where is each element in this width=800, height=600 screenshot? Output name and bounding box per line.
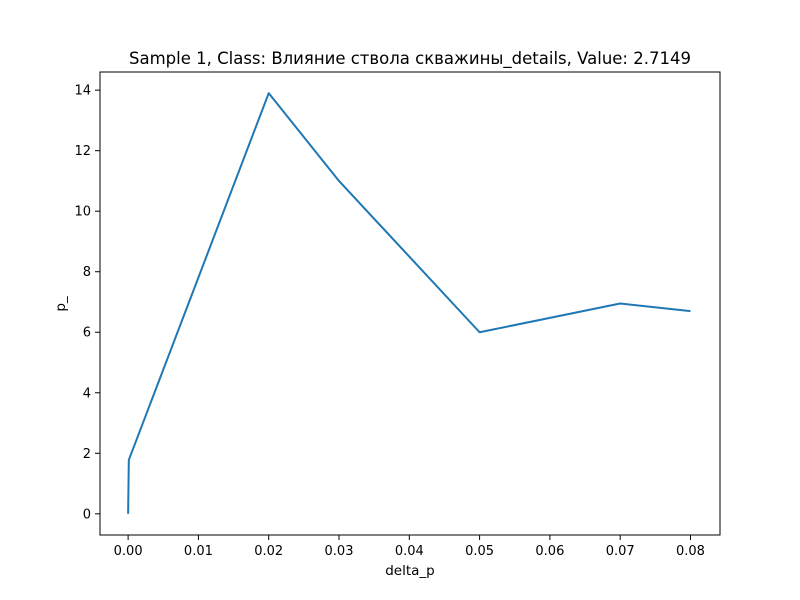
x-tick-label-3: 0.03 [325, 544, 354, 559]
y-axis-label: p_ [53, 296, 69, 312]
x-axis-label: delta_p [385, 563, 435, 579]
plot-area: 0.00 0.01 0.02 0.03 0.04 0.05 0.06 0.07 0.08 0 2 4 6… [74, 71, 721, 559]
y-tick-label-5: 10 [74, 205, 91, 220]
axes-frame [99, 71, 721, 536]
y-tick-label-4: 8 [83, 265, 91, 280]
x-tick-label-2: 0.02 [254, 544, 283, 559]
x-tick-label-0: 0.00 [114, 544, 143, 559]
series-line-0 [127, 92, 691, 514]
y-tick-label-7: 14 [74, 84, 91, 99]
y-tick-label-2: 4 [83, 386, 91, 401]
x-tick-label-8: 0.08 [676, 544, 705, 559]
x-tick-label-5: 0.05 [465, 544, 494, 559]
y-tick-label-0: 0 [83, 507, 91, 522]
x-tick-label-4: 0.04 [395, 544, 424, 559]
x-tick-label-1: 0.01 [184, 544, 213, 559]
x-tick-label-7: 0.07 [606, 544, 635, 559]
chart-title: Sample 1, Class: Влияние ствола скважины… [129, 49, 691, 69]
y-tick-label-3: 6 [83, 326, 91, 341]
y-tick-label-1: 2 [83, 447, 91, 462]
x-tick-label-6: 0.06 [535, 544, 564, 559]
y-tick-label-6: 12 [74, 144, 91, 159]
